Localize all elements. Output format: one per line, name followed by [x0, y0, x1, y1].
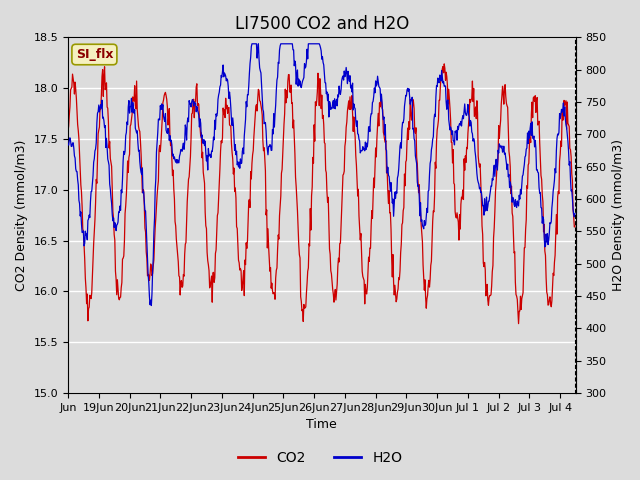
- H2O: [345, 74, 353, 80]
- Line: CO2: CO2: [68, 64, 575, 324]
- Y-axis label: H2O Density (mmol/m3): H2O Density (mmol/m3): [612, 139, 625, 291]
- CO2: [406, 126, 413, 132]
- CO2: [571, 223, 579, 229]
- Text: SI_flx: SI_flx: [76, 48, 113, 61]
- Line: H2O: H2O: [68, 44, 575, 306]
- CO2: [440, 70, 447, 76]
- Y-axis label: CO2 Density (mmol/m3): CO2 Density (mmol/m3): [15, 140, 28, 291]
- H2O: [248, 41, 256, 47]
- H2O: [407, 97, 415, 103]
- Legend: CO2, H2O: CO2, H2O: [232, 445, 408, 471]
- CO2: [399, 220, 406, 226]
- CO2: [529, 115, 536, 120]
- H2O: [400, 116, 408, 122]
- CO2: [64, 129, 72, 134]
- CO2: [440, 61, 448, 67]
- H2O: [560, 113, 568, 119]
- Title: LI7500 CO2 and H2O: LI7500 CO2 and H2O: [235, 15, 409, 33]
- H2O: [64, 142, 72, 147]
- CO2: [344, 108, 351, 114]
- H2O: [529, 134, 536, 140]
- CO2: [515, 321, 522, 326]
- CO2: [560, 97, 568, 103]
- H2O: [571, 211, 579, 216]
- H2O: [441, 83, 449, 89]
- X-axis label: Time: Time: [307, 419, 337, 432]
- H2O: [147, 303, 155, 309]
